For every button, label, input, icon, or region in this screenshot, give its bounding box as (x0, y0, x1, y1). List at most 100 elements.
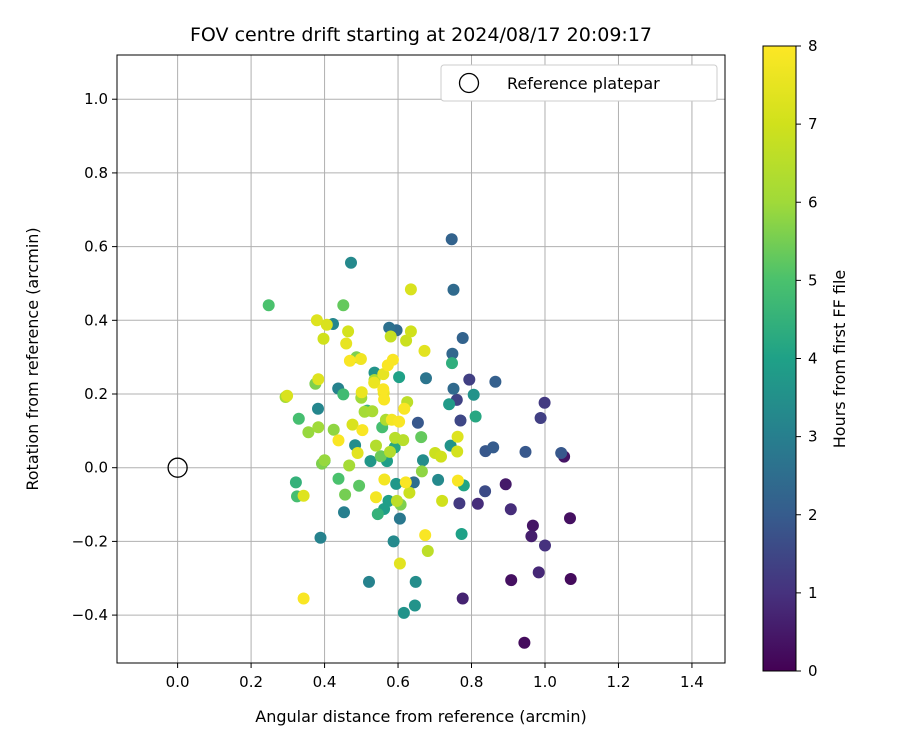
y-tick-label: −0.2 (72, 532, 108, 550)
plot-frame (116, 54, 726, 664)
data-point (393, 512, 406, 525)
data-point (447, 283, 460, 296)
data-point (399, 476, 412, 489)
data-point (281, 389, 294, 402)
data-point (453, 497, 466, 510)
data-point (356, 424, 369, 437)
data-point (411, 416, 424, 429)
data-point (564, 512, 576, 525)
data-point (539, 539, 551, 552)
data-point (397, 434, 410, 447)
data-point (443, 398, 456, 411)
colorbar-tick-label: 2 (808, 506, 818, 524)
data-point (368, 376, 381, 389)
data-point (317, 332, 330, 345)
data-point (314, 531, 327, 544)
data-point (564, 573, 577, 585)
colorbar-gradient (762, 45, 797, 672)
data-point (446, 357, 458, 370)
x-tick-label: 0.0 (166, 673, 190, 691)
data-point (338, 506, 350, 519)
data-point (393, 415, 406, 428)
data-point (382, 494, 395, 507)
data-point (456, 332, 469, 344)
data-point (469, 410, 482, 423)
data-point (327, 423, 340, 436)
data-point (312, 373, 325, 386)
x-axis-ticks: 0.0 0.2 0.4 0.6 0.8 1.0 1.2 1.4 (166, 663, 704, 691)
x-tick-label: 1.4 (680, 673, 704, 691)
y-tick-label: 0.4 (84, 311, 108, 329)
colorbar-tick-label: 3 (808, 428, 818, 446)
colorbar-tick-label: 8 (808, 37, 818, 55)
y-tick-label: 0.6 (84, 238, 108, 256)
data-point (404, 283, 417, 296)
data-point (454, 414, 467, 427)
data-point (370, 491, 382, 504)
chart-title: FOV centre drift starting at 2024/08/17 … (190, 24, 652, 46)
data-point (519, 445, 532, 458)
data-point (489, 375, 502, 388)
colorbar-tick-label: 0 (808, 662, 818, 680)
data-point (351, 447, 364, 459)
data-point (397, 606, 410, 619)
data-point (419, 529, 432, 542)
data-point (415, 465, 428, 478)
data-point (526, 519, 539, 532)
data-point (384, 445, 396, 458)
data-point (297, 592, 310, 605)
x-tick-label: 1.0 (533, 673, 557, 691)
data-point (371, 508, 384, 521)
data-point (337, 299, 350, 312)
x-tick-label: 0.4 (313, 673, 337, 691)
data-point (384, 330, 397, 343)
y-tick-label: 0.8 (84, 164, 108, 182)
data-point (339, 488, 352, 501)
data-point (343, 459, 356, 472)
data-point (421, 545, 434, 557)
data-point (318, 454, 331, 467)
data-point (505, 574, 518, 587)
y-axis-ticks: −0.4 −0.2 0.0 0.2 0.4 0.6 0.8 1.0 (72, 90, 117, 624)
x-tick-label: 0.2 (239, 673, 263, 691)
data-point (408, 599, 421, 612)
colorbar-tick-label: 6 (808, 193, 818, 211)
data-point (525, 530, 538, 543)
data-point (456, 592, 469, 605)
legend: Reference platepar (440, 64, 718, 102)
data-point (302, 426, 315, 439)
data-point (445, 233, 458, 246)
reference-marker-layer (167, 457, 188, 478)
data-point (262, 299, 275, 312)
x-tick-label: 0.8 (460, 673, 484, 691)
data-point (366, 405, 379, 418)
data-point (432, 473, 445, 486)
data-point (534, 412, 547, 424)
data-point (390, 477, 403, 490)
data-point (538, 396, 551, 409)
data-point (487, 441, 500, 454)
data-point (320, 318, 333, 331)
data-point (363, 575, 375, 588)
data-point (451, 445, 464, 458)
data-point (386, 353, 399, 366)
data-point (415, 431, 428, 444)
data-point (374, 450, 387, 463)
data-point (420, 372, 432, 385)
data-point (451, 474, 464, 487)
data-point (555, 447, 568, 459)
data-point (337, 388, 350, 401)
data-point (447, 382, 460, 395)
data-point (387, 535, 400, 548)
colorbar-label: Hours from first FF file (830, 270, 849, 449)
colorbar-ticks: 0 1 2 3 4 5 6 7 8 (796, 37, 818, 680)
y-tick-label: 0.2 (84, 385, 108, 403)
data-point (518, 636, 531, 649)
data-point (467, 388, 480, 401)
legend-reference-marker (458, 72, 480, 94)
data-point (370, 439, 382, 452)
y-tick-label: 1.0 (84, 90, 108, 108)
data-point (455, 528, 468, 540)
data-point (393, 557, 406, 570)
